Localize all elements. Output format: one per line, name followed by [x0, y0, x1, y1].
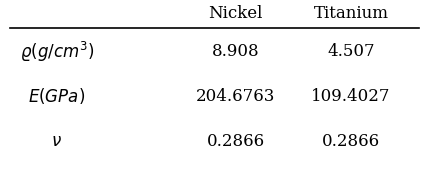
Text: $\nu$: $\nu$	[51, 133, 62, 150]
Text: Titanium: Titanium	[314, 5, 388, 22]
Text: 0.2866: 0.2866	[322, 133, 380, 150]
Text: $E(GPa)$: $E(GPa)$	[28, 86, 85, 106]
Text: 4.507: 4.507	[327, 43, 375, 60]
Text: $\varrho(g/cm^3)$: $\varrho(g/cm^3)$	[20, 39, 94, 64]
Text: Nickel: Nickel	[208, 5, 263, 22]
Text: 0.2866: 0.2866	[207, 133, 265, 150]
Text: 204.6763: 204.6763	[196, 88, 275, 105]
Text: 109.4027: 109.4027	[311, 88, 391, 105]
Text: 8.908: 8.908	[212, 43, 260, 60]
